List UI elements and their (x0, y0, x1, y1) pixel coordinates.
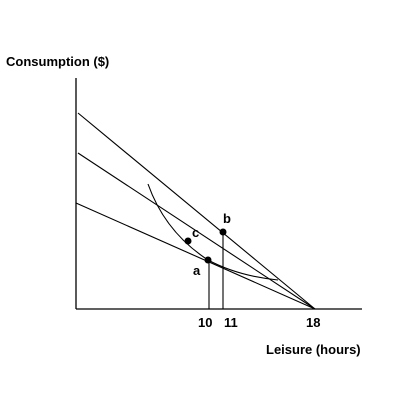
point-c (184, 237, 192, 245)
y-axis-title: Consumption ($) (6, 54, 109, 69)
budget-line-middle (77, 152, 316, 310)
point-a-label: a (193, 263, 201, 278)
point-a (204, 256, 212, 264)
x-tick-label-18: 18 (306, 315, 320, 330)
x-axis-title: Leisure (hours) (266, 342, 361, 357)
x-tick-label-10: 10 (198, 315, 212, 330)
x-tick-label-11: 11 (224, 315, 238, 330)
budget-line-upper (77, 112, 316, 310)
point-c-label: c (192, 225, 199, 240)
budget-line-lower (75, 202, 316, 310)
point-b-label: b (223, 211, 231, 226)
indifference-curve (147, 183, 279, 281)
point-b (219, 228, 227, 236)
